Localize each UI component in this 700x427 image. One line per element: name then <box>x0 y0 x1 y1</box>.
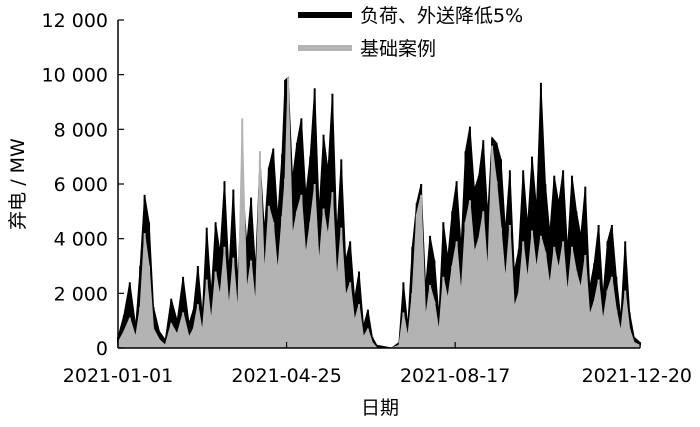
y-tick-label: 2 000 <box>54 283 108 305</box>
y-tick-label: 0 <box>96 338 108 360</box>
x-ticks: 2021-01-01 2021-04-25 2021-08-17 2021-12-20 <box>63 342 692 387</box>
x-tick-label: 2021-04-25 <box>231 365 341 387</box>
legend: 负荷、外送降低5% 基础案例 <box>298 5 523 60</box>
x-tick-label: 2021-12-20 <box>582 365 692 387</box>
y-tick-label: 12 000 <box>42 10 108 32</box>
y-tick-label: 6 000 <box>54 174 108 196</box>
x-tick-label: 2021-08-17 <box>400 365 510 387</box>
y-axis-label: 弃电 / MW <box>7 138 29 230</box>
legend-label-series-2: 基础案例 <box>360 38 436 60</box>
series-layer <box>117 76 641 349</box>
legend-label-series-1: 负荷、外送降低5% <box>360 5 523 27</box>
y-tick-label: 4 000 <box>54 229 108 251</box>
x-tick-label: 2021-01-01 <box>63 365 173 387</box>
y-tick-label: 8 000 <box>54 119 108 141</box>
x-axis-label: 日期 <box>361 397 399 419</box>
y-ticks: 0 2 000 4 000 6 000 8 000 10 000 12 000 <box>42 10 124 360</box>
y-tick-label: 10 000 <box>42 65 108 87</box>
